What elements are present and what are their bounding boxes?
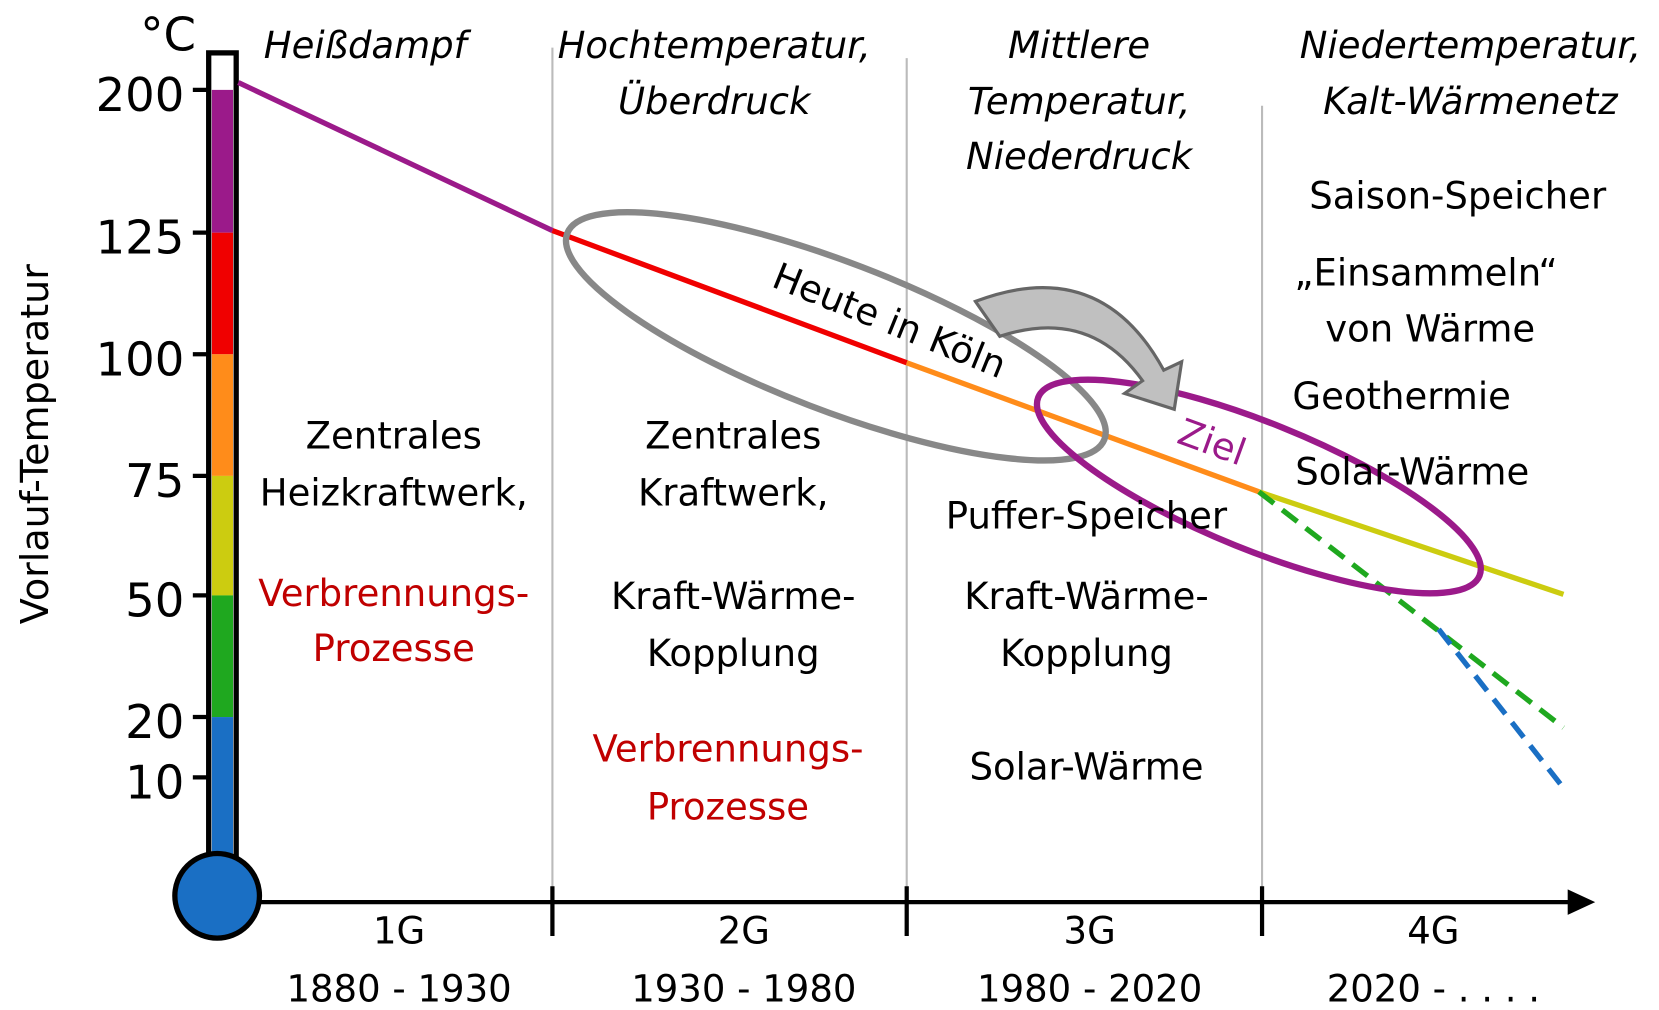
temperature-line [237, 80, 1566, 790]
item: Prozesse [313, 627, 475, 670]
today-ellipse [562, 209, 1109, 464]
item: Kopplung [1000, 632, 1173, 675]
dividers [551, 47, 1264, 903]
item: von Wärme [1325, 308, 1535, 351]
thermometer [172, 50, 263, 941]
item: Saison-Speicher [1309, 174, 1607, 217]
heading: Überdruck [618, 80, 812, 123]
heading: Kalt-Wärmenetz [1323, 80, 1619, 123]
item: Solar-Wärme [969, 745, 1203, 788]
generation: 3G [1064, 909, 1116, 952]
y-tick-label: 200 [96, 68, 185, 122]
period: 1880 - 1930 [286, 967, 511, 1010]
unit: °C [140, 8, 196, 62]
arrow [972, 286, 1184, 412]
item: „Einsammeln“ [1294, 251, 1557, 294]
y-tick-label: 125 [96, 211, 185, 265]
period: 1980 - 2020 [977, 967, 1202, 1010]
period: 2020 - . . . . [1327, 967, 1540, 1010]
x-axis [259, 886, 1596, 936]
y-tick-label: 75 [125, 454, 184, 508]
item: Kraft-Wärme- [611, 575, 855, 618]
goal-ellipse [1033, 376, 1484, 597]
item: Kraftwerk, [638, 471, 828, 514]
heading: Niedertemperatur, [1300, 24, 1641, 67]
y-tick-label: 10 [125, 755, 184, 809]
heading: Hochtemperatur, [558, 24, 871, 67]
item: Solar-Wärme [1295, 450, 1529, 493]
item: Kopplung [647, 632, 820, 675]
item: Kraft-Wärme- [964, 575, 1209, 618]
heading: Mittlere [1008, 24, 1150, 67]
item: Puffer-Speicher [946, 495, 1228, 538]
heading: Heißdampf [264, 24, 472, 67]
item: Prozesse [647, 786, 809, 829]
item: Zentrales [306, 414, 482, 457]
period: 1930 - 1980 [631, 967, 856, 1010]
generation: 2G [718, 909, 770, 952]
generation: 4G [1407, 909, 1459, 952]
generation: 1G [373, 909, 425, 952]
item: Zentrales [645, 414, 821, 457]
item: Verbrennungs- [592, 727, 863, 770]
y-axis-label: Vorlauf-Temperatur [13, 264, 57, 624]
y-tick-label: 50 [125, 573, 184, 627]
heading: Niederdruck [966, 135, 1194, 178]
y-tick-label: 20 [125, 695, 184, 749]
item: Verbrennungs- [258, 572, 529, 615]
y-tick-label: 100 [96, 332, 185, 386]
item: Heizkraftwerk, [260, 471, 528, 514]
heading: Temperatur, [968, 80, 1191, 123]
item: Geothermie [1292, 375, 1510, 418]
